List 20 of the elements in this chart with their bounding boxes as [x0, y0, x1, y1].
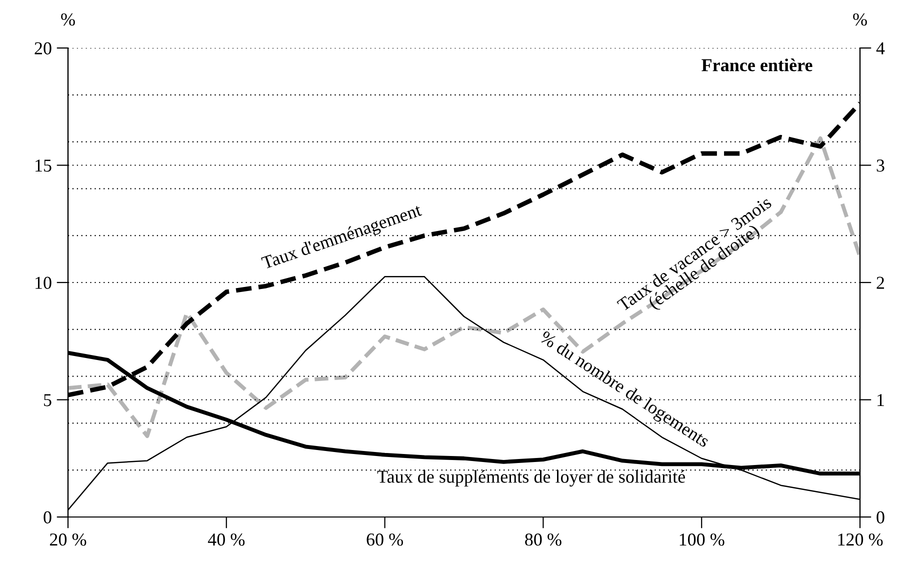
- x-tick-label: 100 %: [680, 533, 724, 546]
- y2-tick-label: 1: [878, 394, 884, 406]
- y-axis-title: %: [61, 13, 75, 26]
- y-tick-label: 15: [36, 160, 52, 172]
- y-tick-label: 0: [44, 511, 52, 524]
- annotation: France entière: [702, 58, 812, 72]
- x-tick-label: 80 %: [525, 533, 562, 546]
- x-tick-label: 20 %: [50, 533, 86, 546]
- y2-tick-label: 2: [876, 276, 884, 289]
- y-tick-label: 5: [44, 394, 52, 406]
- y2-tick-label: 3: [876, 160, 884, 172]
- x-tick-label: 60 %: [366, 533, 403, 546]
- y-tick-label: 20: [34, 42, 52, 54]
- x-tick-label: 120 %: [838, 533, 883, 546]
- y2-axis-title: %: [853, 13, 867, 26]
- y2-tick-label: 0: [876, 511, 884, 524]
- y-tick-label: 10: [36, 276, 52, 289]
- x-tick-label: 40 %: [208, 533, 245, 546]
- y2-tick-label: 4: [876, 42, 885, 54]
- series-label: Taux de suppléments de loyer de solidarité: [377, 470, 685, 487]
